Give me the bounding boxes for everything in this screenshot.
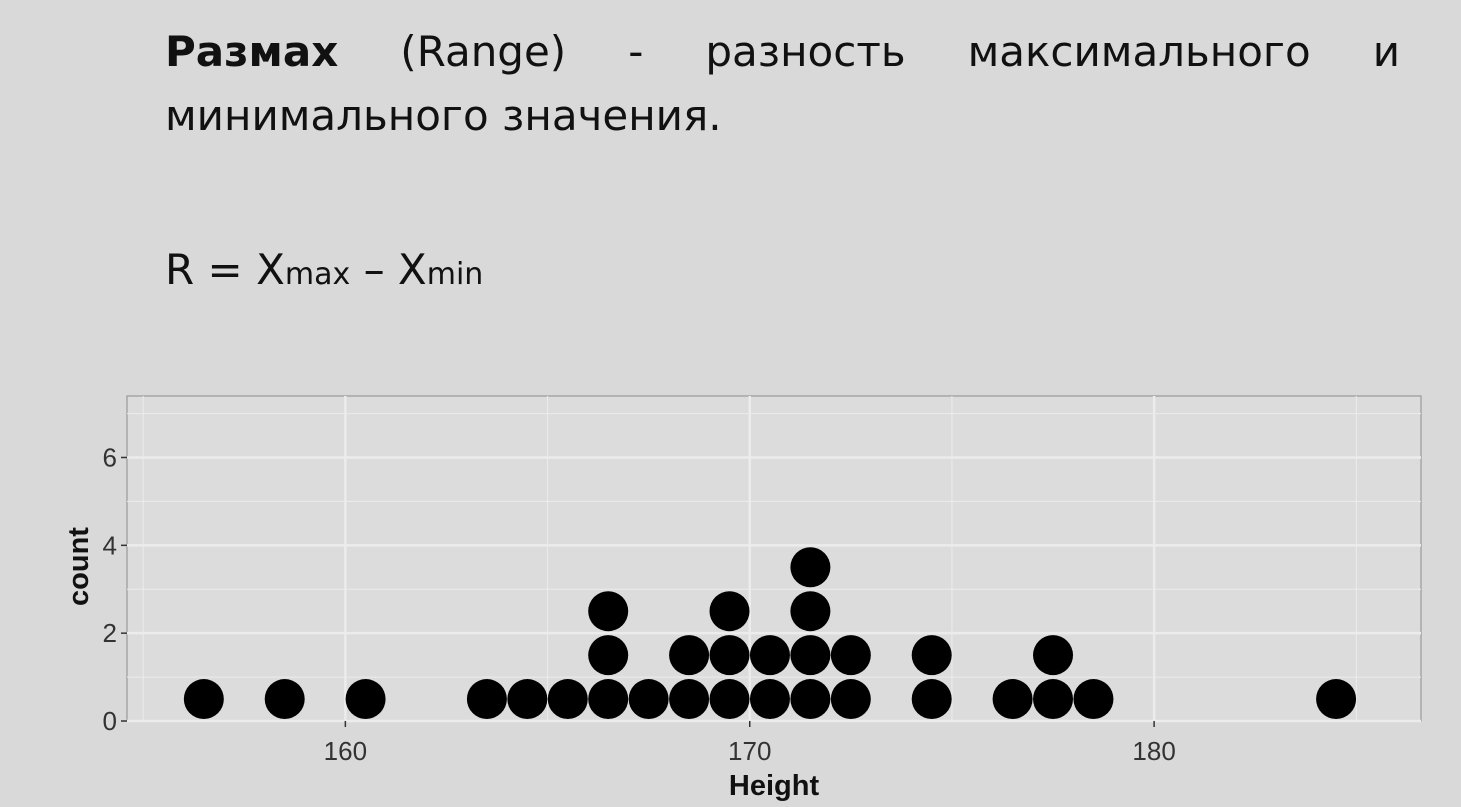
x-tick-label: 170 [728,736,771,766]
data-dot [669,635,710,676]
data-dot [1316,679,1357,720]
data-dot [1073,679,1114,720]
data-dot [911,679,952,720]
y-tick-label: 4 [103,530,117,560]
y-tick-label: 0 [103,706,117,736]
data-dot [1033,679,1074,720]
data-dot [1033,635,1074,676]
data-dot [709,679,750,720]
data-dot [507,679,548,720]
data-dot [749,635,790,676]
data-dot [790,679,831,720]
x-tick-label: 180 [1132,736,1175,766]
formula-sub-min: min [426,257,484,292]
y-tick-label: 2 [103,618,117,648]
data-dot [790,591,831,632]
data-dot [588,591,629,632]
data-dot [992,679,1033,720]
data-dot [628,679,669,720]
data-dot [790,635,831,676]
range-formula: R = Xmax – Xmin [165,242,483,303]
data-dot [588,635,629,676]
data-dot [547,679,588,720]
data-dot [709,591,750,632]
data-dot [709,635,750,676]
data-dot [466,679,507,720]
y-tick-label: 6 [103,442,117,472]
formula-mid: – X [350,245,427,294]
formula-lhs: R = X [165,245,285,294]
dotplot-chart: 0 2 4 6 160 170 180 Height count [63,395,1422,802]
data-dot [588,679,629,720]
data-dot [911,635,952,676]
x-tick-label: 160 [324,736,367,766]
data-dot [790,547,831,588]
data-dot [345,679,386,720]
data-dot [669,679,710,720]
data-dot [830,635,871,676]
formula-sub-max: max [284,257,351,292]
data-dot [264,679,305,720]
y-axis-title: count [63,527,95,606]
data-dot [830,679,871,720]
definition-term: Размах [165,27,339,76]
data-dot [183,679,224,720]
data-dot [749,679,790,720]
x-axis-title: Height [729,770,820,802]
definition-body: (Range) - разность максимального и миним… [165,27,1400,140]
definition-text: Размах (Range) - разность максимального … [165,20,1400,148]
